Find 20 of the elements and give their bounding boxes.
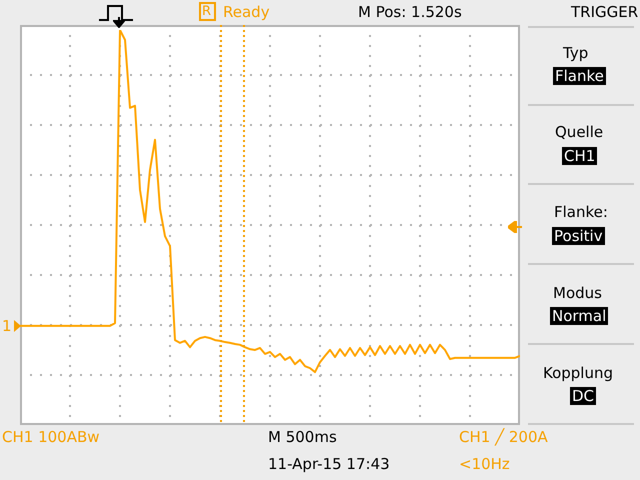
text: Kopplung <box>543 364 614 382</box>
text: TRIGGER <box>571 3 638 21</box>
text: M Pos: 1.520s <box>358 3 462 21</box>
text: CH1 ╱ 200A <box>459 428 548 446</box>
text: R <box>202 3 212 21</box>
text: M 500ms <box>268 428 337 446</box>
text: 1 <box>2 317 12 335</box>
text: Positiv <box>552 227 605 245</box>
text: Flanke: <box>554 203 608 221</box>
text: CH1 <box>562 147 598 165</box>
text: Normal <box>550 307 608 325</box>
text: Typ <box>563 44 588 62</box>
text: 11-Apr-15 17:43 <box>268 455 390 473</box>
text: CH1 100ABw <box>2 428 100 446</box>
text: Flanke <box>553 67 606 85</box>
text: <10Hz <box>459 455 510 473</box>
text: Quelle <box>555 123 604 141</box>
text: Modus <box>553 284 602 302</box>
text: DC <box>570 387 596 405</box>
text: Ready <box>223 3 270 21</box>
